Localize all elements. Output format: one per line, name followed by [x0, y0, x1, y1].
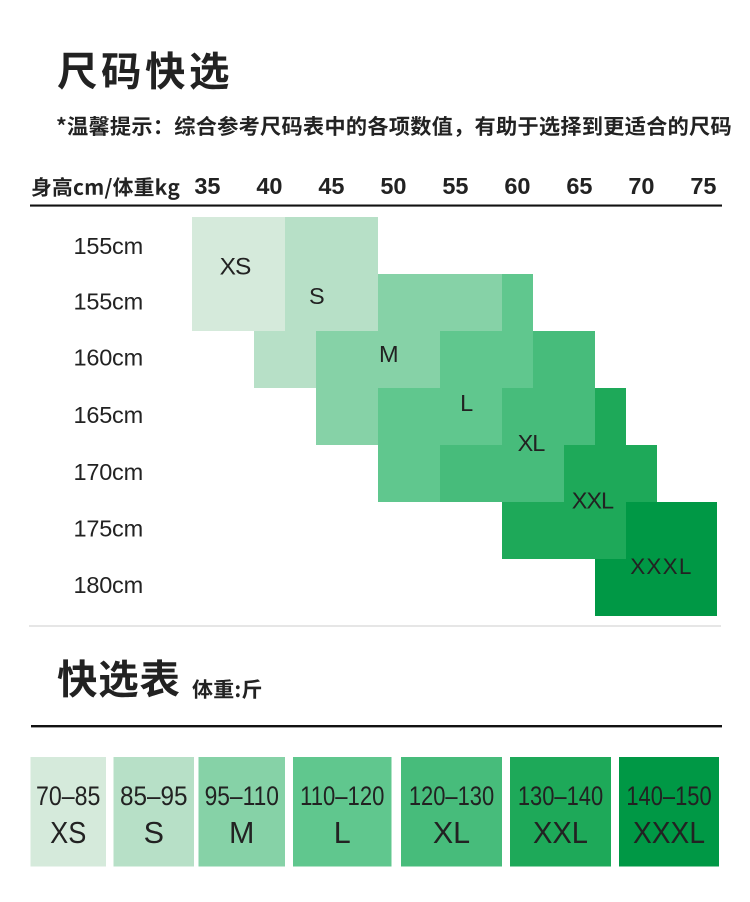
svg-text:XXXL: XXXL — [633, 816, 705, 850]
svg-text:XXL: XXL — [572, 487, 614, 513]
svg-text:155cm: 155cm — [73, 289, 143, 315]
svg-text:S: S — [144, 816, 164, 850]
svg-text:155cm: 155cm — [73, 233, 143, 259]
svg-text:140–150: 140–150 — [626, 781, 711, 811]
svg-text:170cm: 170cm — [73, 459, 143, 485]
svg-text:40: 40 — [256, 173, 282, 199]
svg-text:110–120: 110–120 — [300, 781, 384, 811]
svg-text:50: 50 — [380, 173, 406, 199]
svg-text:60: 60 — [504, 173, 530, 199]
svg-text:95–110: 95–110 — [205, 781, 279, 811]
svg-text:XS: XS — [220, 253, 251, 280]
svg-text:55: 55 — [442, 173, 468, 199]
svg-text:130–140: 130–140 — [518, 781, 603, 811]
svg-text:S: S — [309, 283, 325, 309]
svg-text:XXXL: XXXL — [630, 554, 692, 579]
svg-text:160cm: 160cm — [73, 345, 143, 371]
svg-text:65: 65 — [566, 173, 592, 199]
svg-text:L: L — [460, 390, 473, 416]
svg-text:75: 75 — [690, 173, 716, 199]
svg-text:M: M — [379, 341, 399, 367]
svg-text:85–95: 85–95 — [120, 781, 188, 811]
svg-text:XL: XL — [518, 430, 546, 456]
svg-text:XL: XL — [433, 816, 470, 850]
svg-text:L: L — [334, 816, 351, 850]
svg-text:120–130: 120–130 — [409, 781, 494, 811]
svg-text:70: 70 — [628, 173, 654, 199]
svg-text:35: 35 — [194, 173, 220, 199]
svg-text:XXL: XXL — [533, 816, 588, 850]
svg-text:175cm: 175cm — [73, 516, 143, 542]
svg-text:XS: XS — [50, 816, 86, 850]
svg-text:M: M — [229, 816, 254, 850]
svg-text:165cm: 165cm — [73, 402, 143, 428]
svg-text:45: 45 — [318, 173, 344, 199]
svg-text:180cm: 180cm — [73, 572, 143, 598]
svg-text:70–85: 70–85 — [36, 781, 100, 811]
